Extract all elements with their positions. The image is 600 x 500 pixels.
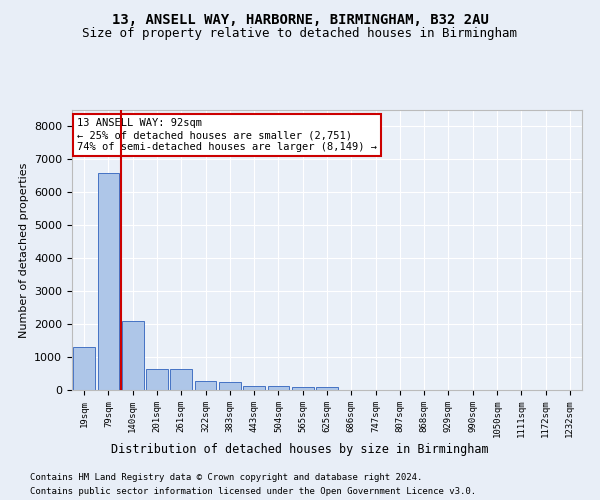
Y-axis label: Number of detached properties: Number of detached properties [19, 162, 29, 338]
Bar [194, 382, 217, 390]
Bar [97, 172, 119, 390]
Bar [219, 382, 241, 390]
Text: Size of property relative to detached houses in Birmingham: Size of property relative to detached ho… [83, 28, 517, 40]
Bar [268, 386, 289, 390]
Bar [146, 368, 168, 390]
Bar [316, 388, 338, 390]
Bar [122, 322, 143, 390]
Bar [243, 386, 265, 390]
Text: 13, ANSELL WAY, HARBORNE, BIRMINGHAM, B32 2AU: 13, ANSELL WAY, HARBORNE, BIRMINGHAM, B3… [112, 12, 488, 26]
Text: 13 ANSELL WAY: 92sqm
← 25% of detached houses are smaller (2,751)
74% of semi-de: 13 ANSELL WAY: 92sqm ← 25% of detached h… [77, 118, 377, 152]
Bar [292, 388, 314, 390]
Bar [73, 347, 95, 390]
Bar [170, 369, 192, 390]
Text: Distribution of detached houses by size in Birmingham: Distribution of detached houses by size … [111, 442, 489, 456]
Text: Contains HM Land Registry data © Crown copyright and database right 2024.: Contains HM Land Registry data © Crown c… [30, 472, 422, 482]
Text: Contains public sector information licensed under the Open Government Licence v3: Contains public sector information licen… [30, 488, 476, 496]
